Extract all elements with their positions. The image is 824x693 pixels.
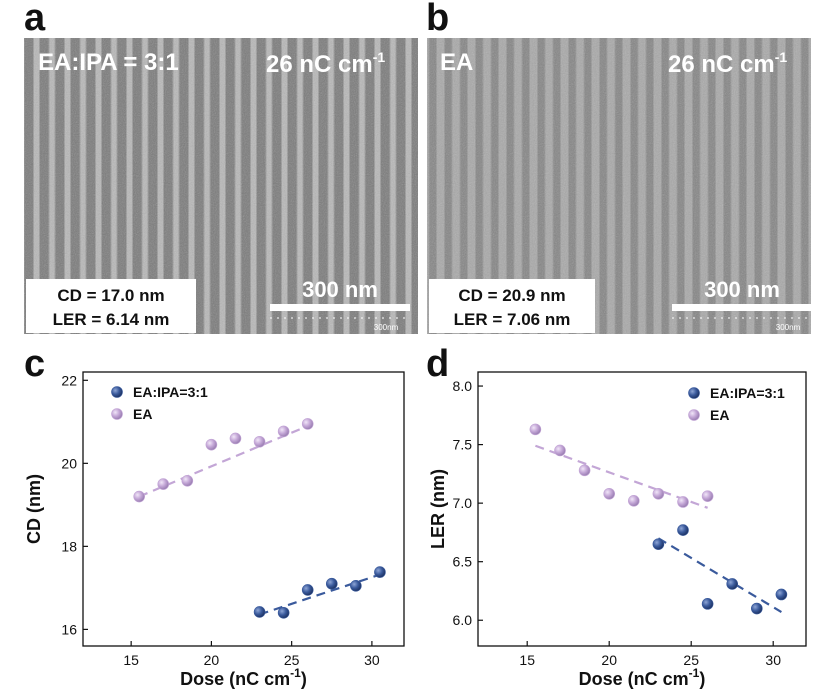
- sem-a-measure-box: CD = 17.0 nm LER = 6.14 nm: [26, 279, 196, 333]
- x-tick-label: 20: [204, 652, 220, 668]
- sem-b-scale-label: 300 nm: [704, 277, 780, 302]
- legend-marker: [111, 408, 123, 420]
- sem-b-cd-value: CD = 20.9 nm: [458, 286, 565, 305]
- y-tick-label: 20: [61, 455, 77, 471]
- data-point: [652, 487, 665, 500]
- x-axis-title: Dose (nC cm-1): [579, 666, 706, 689]
- data-point: [775, 588, 788, 601]
- data-point: [677, 524, 689, 536]
- panel-a-letter: a: [24, 0, 46, 39]
- data-point: [701, 490, 714, 502]
- panel-a: a EA:IPA = 3:1 26 nC cm-1 CD = 17.0 nm L…: [24, 0, 418, 334]
- legend-marker: [688, 387, 700, 399]
- legend-label: EA: [710, 407, 729, 423]
- y-tick-label: 6.5: [453, 554, 473, 570]
- panel-d-letter: d: [426, 343, 449, 385]
- y-tick-label: 18: [61, 538, 77, 554]
- data-point: [205, 438, 218, 451]
- y-tick-label: 7.0: [453, 495, 473, 511]
- x-tick-label: 25: [284, 652, 300, 668]
- fit-line: [657, 537, 782, 613]
- legend-label: EA: [133, 406, 152, 422]
- x-tick-label: 15: [519, 652, 535, 668]
- data-point: [133, 490, 145, 503]
- panel-c-letter: c: [24, 343, 45, 385]
- sem-a-ler-value: LER = 6.14 nm: [53, 310, 170, 329]
- sem-a-solvent-label: EA:IPA = 3:1: [38, 49, 179, 76]
- sem-b-solvent-label: EA: [440, 49, 473, 76]
- sem-b-ler-value: LER = 7.06 nm: [454, 310, 571, 329]
- data-point: [325, 577, 338, 590]
- sem-a-scale-label: 300 nm: [302, 277, 378, 302]
- x-tick-label: 30: [364, 652, 380, 668]
- sem-b-measure-box: CD = 20.9 nm LER = 7.06 nm: [429, 279, 595, 333]
- data-point: [253, 606, 266, 618]
- data-point: [701, 598, 714, 610]
- x-tick-label: 20: [601, 652, 617, 668]
- legend-label: EA:IPA=3:1: [710, 385, 785, 401]
- x-axis-title: Dose (nC cm-1): [180, 666, 307, 689]
- y-tick-label: 6.0: [453, 612, 473, 628]
- data-point: [277, 425, 290, 438]
- legend-label: EA:IPA=3:1: [133, 384, 208, 400]
- sem-b-scale-bar: 300 nm 300nm: [672, 277, 812, 332]
- data-point: [350, 580, 362, 592]
- plot-frame: [477, 371, 807, 647]
- legend-marker: [111, 386, 123, 398]
- x-tick-label: 15: [123, 652, 139, 668]
- data-point: [677, 496, 689, 508]
- data-point: [652, 538, 665, 550]
- sem-b-dose-label: 26 nC cm-1: [668, 49, 787, 78]
- data-point: [301, 584, 314, 596]
- data-point: [726, 578, 739, 590]
- data-point: [374, 566, 386, 578]
- chart-d-ler-vs-dose: 15 20 25 30 6.0 6.5 7.0 7.5 8.0 Dose (nC cm-1) LER…: [428, 371, 807, 689]
- y-tick-label: 16: [61, 621, 77, 637]
- sem-a-dose-label: 26 nC cm-1: [266, 49, 385, 78]
- data-point: [229, 432, 242, 445]
- y-axis-title: CD (nm): [24, 474, 44, 544]
- chart-c-cd-vs-dose: 15 20 25 30 16 18 20 22 Dose (nC cm-1) CD (nm) EA:…: [24, 371, 405, 689]
- plot-frame: [82, 371, 405, 647]
- x-tick-label: 25: [683, 652, 699, 668]
- data-point: [603, 487, 616, 500]
- data-point: [277, 606, 290, 619]
- y-tick-label: 8.0: [453, 378, 473, 394]
- y-axis-title: LER (nm): [428, 469, 448, 549]
- sem-a-scale-small-label: 300nm: [374, 323, 399, 332]
- panel-b: b EA 26 nC cm-1 CD = 20.9 nm LER = 7.06 …: [426, 0, 812, 334]
- legend-marker: [688, 409, 700, 421]
- sem-a-scale-bar: 300 nm 300nm: [270, 277, 410, 332]
- data-point: [627, 495, 640, 507]
- data-point: [578, 464, 591, 477]
- data-point: [750, 602, 763, 615]
- data-point: [301, 418, 314, 430]
- data-point: [529, 423, 542, 436]
- y-tick-label: 22: [61, 372, 77, 388]
- panel-b-letter: b: [426, 0, 449, 39]
- sem-a-cd-value: CD = 17.0 nm: [57, 286, 164, 305]
- x-tick-label: 30: [765, 652, 781, 668]
- sem-b-scale-small-label: 300nm: [776, 323, 801, 332]
- data-point: [157, 478, 170, 490]
- data-point: [253, 435, 266, 448]
- fit-line: [535, 444, 708, 509]
- data-point: [181, 474, 194, 487]
- fit-line: [259, 573, 381, 616]
- data-point: [554, 444, 566, 457]
- y-tick-label: 7.5: [453, 437, 473, 453]
